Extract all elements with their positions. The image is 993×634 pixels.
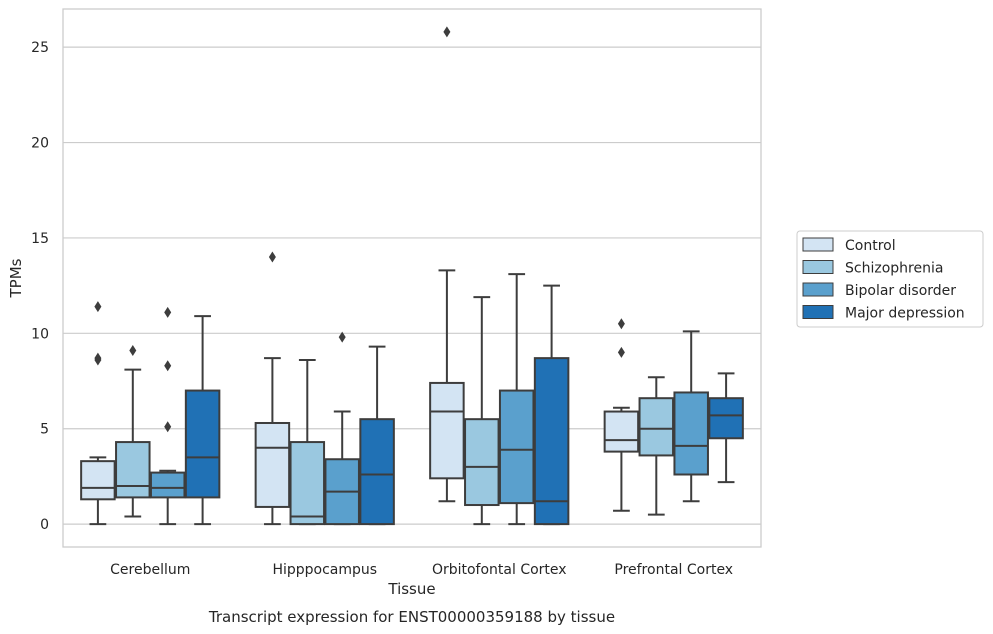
- outlier-point: [129, 344, 137, 356]
- y-tick-label: 15: [31, 231, 49, 247]
- box-1-2: [464, 296, 500, 526]
- legend-frame: [796, 230, 984, 328]
- box-0-1: [254, 251, 291, 526]
- box-iqr: [115, 441, 151, 499]
- x-tick-label: Orbitofontal Cortex: [432, 562, 567, 578]
- outlier-point: [164, 421, 172, 433]
- box-iqr: [359, 418, 395, 526]
- outlier-point: [94, 301, 102, 313]
- box-1-3: [638, 376, 675, 516]
- box-iqr: [149, 471, 186, 499]
- legend-label: Schizophrenia: [845, 261, 943, 277]
- outlier-point: [338, 331, 346, 343]
- box-iqr: [184, 389, 221, 499]
- box-iqr: [464, 418, 500, 507]
- box-iqr: [80, 460, 116, 501]
- y-tick-label: 20: [31, 136, 49, 152]
- box-2-3: [673, 330, 709, 503]
- legend-label: Major depression: [845, 306, 965, 322]
- box-iqr: [708, 397, 744, 440]
- box-3-2: [533, 284, 570, 526]
- y-tick-labels: 0 5 10 15 20 25: [31, 40, 49, 533]
- box-0-3: [603, 318, 640, 512]
- y-tick-label: 10: [31, 326, 49, 342]
- y-axis-label: TPMs: [7, 258, 25, 298]
- legend-swatch: [802, 237, 834, 252]
- outlier-point: [164, 306, 172, 318]
- box-iqr: [533, 357, 570, 526]
- box-3-1: [359, 345, 395, 526]
- box-1-0: [115, 344, 151, 518]
- box-2-0: [149, 306, 186, 526]
- x-axis-label: Tissue: [387, 580, 435, 598]
- x-tick-labels: Cerebellum Hipppocampus Orbitofontal Corte…: [110, 562, 733, 578]
- legend-swatch: [802, 260, 834, 274]
- box-iqr: [603, 410, 640, 453]
- y-tick-label: 5: [40, 422, 49, 438]
- legend-swatch: [802, 282, 834, 297]
- x-tick-label: Prefrontal Cortex: [614, 562, 733, 578]
- figure-caption: Transcript expression for ENST0000035918…: [208, 608, 615, 626]
- legend-label: Control: [845, 238, 896, 254]
- box-iqr: [289, 441, 326, 526]
- legend-items: Control Schizophrenia Bipolar disorder Majo…: [802, 237, 965, 322]
- gridlines: [63, 46, 761, 525]
- plot-area-frame: [62, 8, 762, 548]
- legend-swatch: [802, 305, 834, 319]
- box-iqr: [673, 391, 709, 476]
- outlier-point: [94, 354, 102, 366]
- legend: Control Schizophrenia Bipolar disorder Majo…: [796, 230, 984, 328]
- y-tick-label: 0: [40, 517, 49, 533]
- box-iqr: [638, 397, 675, 457]
- outlier-point: [443, 26, 451, 38]
- outlier-point: [617, 318, 625, 330]
- box-0-0: [80, 301, 116, 526]
- outlier-point: [164, 360, 172, 372]
- x-tick-label: Cerebellum: [110, 562, 190, 578]
- box-3-0: [184, 315, 221, 526]
- box-0-2: [429, 26, 465, 503]
- outlier-point: [617, 346, 625, 358]
- box-iqr: [254, 421, 291, 508]
- x-tick-label: Hipppocampus: [272, 562, 377, 578]
- y-tick-label: 25: [31, 40, 49, 56]
- outlier-point: [268, 251, 276, 263]
- box-2-1: [324, 331, 360, 526]
- box-iqr: [429, 381, 465, 480]
- box-iqr: [498, 389, 535, 505]
- box-2-2: [498, 273, 535, 526]
- box-3-3: [708, 372, 744, 484]
- legend-label: Bipolar disorder: [845, 283, 956, 299]
- box-1-1: [289, 359, 326, 526]
- boxes: [80, 26, 744, 526]
